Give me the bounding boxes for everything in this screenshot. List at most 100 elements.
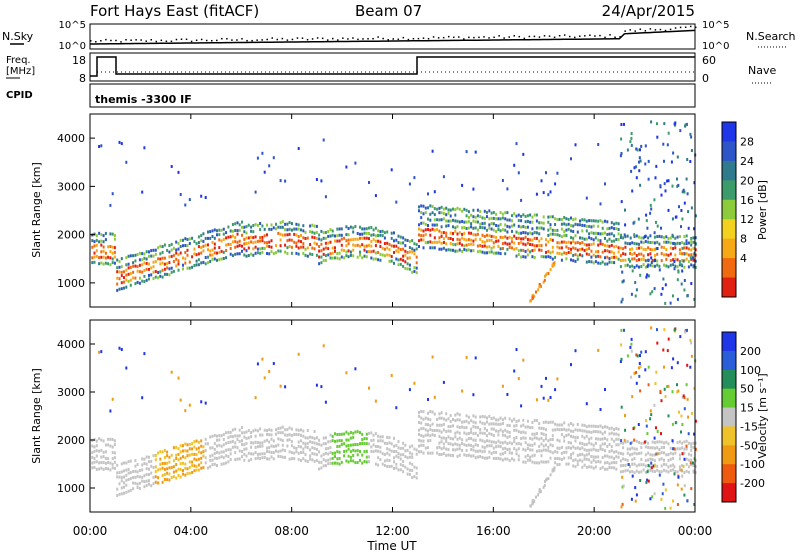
data-cell	[524, 436, 527, 440]
data-cell	[533, 419, 536, 422]
noise-dot	[115, 39, 117, 42]
data-cell	[621, 270, 624, 274]
data-cell	[286, 222, 289, 226]
data-cell	[476, 425, 479, 429]
data-cell	[374, 234, 377, 238]
data-cell	[388, 248, 391, 252]
data-cell	[188, 453, 191, 457]
colorbar-tick-label: 28	[740, 135, 754, 148]
power-panel-frame	[89, 113, 696, 308]
data-cell	[570, 247, 572, 251]
data-cell	[245, 254, 248, 258]
data-cell	[136, 474, 139, 478]
data-cell	[617, 250, 620, 254]
data-cell	[424, 433, 427, 437]
data-cell	[565, 251, 568, 255]
data-cell	[672, 247, 675, 251]
data-cell	[179, 456, 182, 460]
data-cell	[334, 239, 336, 243]
data-cell	[286, 228, 289, 232]
data-cell	[113, 237, 116, 241]
data-cell	[143, 252, 146, 256]
data-cell	[268, 433, 271, 437]
data-cell	[363, 248, 366, 252]
data-cell	[492, 251, 495, 255]
data-cell	[127, 254, 130, 258]
data-cell	[574, 217, 577, 221]
colorbar-tick-label: 15	[740, 402, 754, 415]
data-cell	[445, 219, 448, 223]
data-cell	[141, 263, 144, 267]
data-cell	[522, 447, 525, 451]
data-cell	[531, 220, 534, 224]
data-cell	[501, 384, 504, 388]
data-cell	[286, 444, 289, 448]
data-cell	[526, 443, 529, 447]
data-cell	[327, 446, 330, 450]
data-cell	[461, 232, 464, 236]
data-cell	[102, 262, 105, 266]
data-cell	[504, 428, 507, 432]
data-cell	[513, 234, 516, 238]
data-cell	[538, 422, 541, 425]
power-colorbar-label: Power [dB]	[756, 180, 769, 240]
data-cell	[431, 428, 434, 432]
data-cell	[672, 447, 675, 451]
data-cell	[113, 255, 116, 259]
data-cell	[630, 292, 633, 296]
data-cell	[93, 449, 96, 453]
data-cell	[629, 259, 631, 263]
data-cell	[630, 497, 633, 501]
noise-dot	[659, 28, 662, 31]
data-cell	[513, 417, 516, 421]
data-cell	[529, 443, 532, 447]
data-cell	[329, 256, 332, 260]
data-cell	[442, 241, 445, 244]
data-cell	[447, 417, 450, 421]
data-cell	[685, 252, 688, 256]
data-cell	[374, 449, 377, 453]
data-cell	[590, 424, 593, 428]
data-cell	[647, 446, 650, 449]
data-cell	[136, 265, 139, 269]
data-cell	[540, 384, 543, 388]
data-cell	[107, 467, 110, 471]
data-cell	[488, 450, 491, 454]
velocity-colorbar-label: Velocity [m s⁻¹]	[756, 373, 769, 458]
data-cell	[372, 443, 375, 447]
data-cell	[334, 439, 336, 443]
data-cell	[588, 243, 591, 247]
data-cell	[277, 443, 280, 447]
data-cell	[408, 472, 411, 476]
data-cell	[526, 219, 529, 223]
data-cell	[619, 459, 622, 463]
data-cell	[143, 274, 146, 278]
data-cell	[497, 228, 500, 231]
data-cell	[461, 226, 464, 230]
noise-dot	[458, 36, 460, 38]
data-cell	[508, 459, 511, 463]
data-cell	[683, 246, 686, 250]
data-cell	[683, 451, 686, 455]
data-cell	[465, 248, 468, 252]
data-cell	[551, 250, 554, 254]
data-cell	[597, 243, 600, 247]
noise-dot	[468, 36, 470, 39]
nsky-label: N.Sky	[2, 30, 34, 43]
data-cell	[431, 433, 434, 437]
data-cell	[125, 473, 128, 477]
noise-dot	[200, 38, 203, 41]
data-cell	[390, 244, 393, 248]
data-cell	[617, 427, 620, 431]
data-cell	[517, 219, 520, 222]
data-cell	[256, 251, 259, 255]
data-cell	[483, 244, 486, 248]
data-cell	[492, 228, 495, 232]
data-cell	[306, 429, 309, 432]
data-cell	[272, 457, 275, 461]
data-cell	[622, 236, 625, 240]
data-cell	[599, 202, 602, 206]
colorbar-segment	[722, 445, 736, 465]
data-cell	[243, 431, 246, 435]
data-cell	[520, 231, 523, 235]
